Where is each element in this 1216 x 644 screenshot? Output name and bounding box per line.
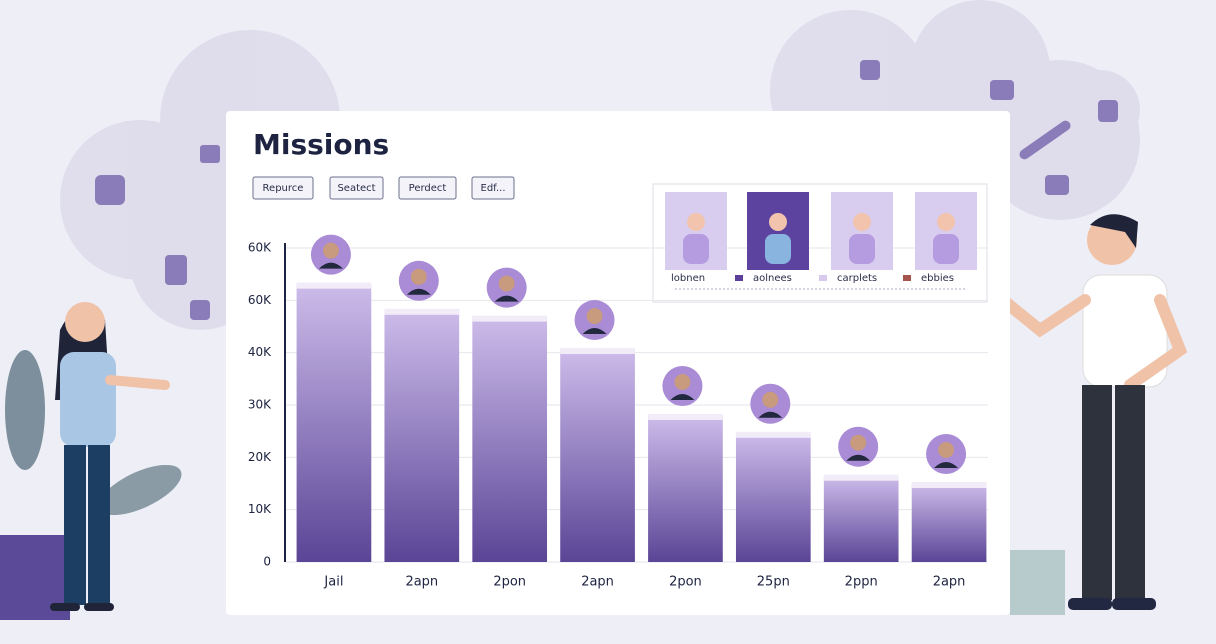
- legend-label: carplets: [837, 273, 877, 284]
- legend-avatar-body: [765, 234, 791, 264]
- y-tick-label: 30K: [248, 398, 272, 412]
- bar: [296, 284, 372, 562]
- bar-cap: [560, 348, 635, 355]
- y-tick-label: 60K: [248, 293, 272, 307]
- button[interactable]: [329, 176, 384, 200]
- bar-cap: [472, 315, 548, 322]
- bar-cap: [735, 431, 811, 438]
- x-tick-label: 2apn: [933, 575, 966, 590]
- button-label[interactable]: Edf...: [481, 183, 506, 194]
- plant: [0, 350, 182, 620]
- button-label[interactable]: Seatect: [337, 183, 375, 194]
- avatar-body: [758, 411, 783, 418]
- legend-swatch: [903, 275, 911, 281]
- icons: [95, 60, 1118, 320]
- x-tick-label: 2pon: [669, 575, 702, 590]
- y-tick-label: 40K: [248, 345, 272, 359]
- legend-label: aolnees: [753, 273, 792, 284]
- legend-label: lobnen: [671, 273, 705, 284]
- legend-swatch: [735, 275, 743, 281]
- button[interactable]: [471, 176, 515, 200]
- x-tick-label: 2ppn: [845, 575, 878, 590]
- avatar-body: [934, 462, 959, 469]
- avatar-body: [406, 288, 431, 295]
- y-tick-label: 0: [263, 555, 271, 569]
- avatar-body: [670, 393, 695, 400]
- y-tick-label: 60K: [248, 241, 272, 255]
- bar: [648, 415, 723, 562]
- x-tick-label: 2pon: [493, 575, 526, 590]
- bar: [472, 317, 548, 562]
- x-tick-label: Jail: [323, 575, 343, 590]
- bar: [823, 476, 899, 562]
- legend-avatar-body: [849, 234, 875, 264]
- avatar-body: [582, 328, 607, 335]
- legend-avatar-head: [687, 213, 705, 231]
- bar-cap: [648, 413, 723, 420]
- avatar-body: [318, 262, 343, 269]
- avatar-body: [846, 454, 871, 461]
- legend-avatar-head: [937, 213, 955, 231]
- bar-cap: [296, 282, 372, 289]
- bar: [735, 433, 811, 562]
- legend-avatar-head: [769, 213, 787, 231]
- avatar-face: [322, 242, 339, 259]
- legend-avatar-head: [853, 213, 871, 231]
- bar-cap: [823, 474, 899, 481]
- button-label[interactable]: Repurce: [263, 183, 304, 194]
- bar: [384, 310, 460, 562]
- avatar-face: [762, 391, 779, 408]
- avatar-body: [494, 295, 519, 302]
- y-tick-label: 10K: [248, 502, 272, 516]
- bar-cap: [911, 482, 987, 489]
- avatar-face: [498, 275, 515, 292]
- legend-label: ebbies: [921, 273, 954, 284]
- legend-avatar-body: [933, 234, 959, 264]
- avatar-face: [674, 373, 691, 390]
- x-tick-label: 2apn: [405, 575, 438, 590]
- button[interactable]: [252, 176, 314, 200]
- person-left: [50, 302, 170, 611]
- avatar-face: [410, 268, 427, 285]
- avatar-face: [938, 442, 955, 459]
- x-tick-label: 2apn: [581, 575, 614, 590]
- title: Missions: [253, 128, 389, 161]
- legend-avatar-body: [683, 234, 709, 264]
- bar: [560, 350, 635, 562]
- avatar-face: [586, 308, 603, 325]
- legend-swatch: [819, 275, 827, 281]
- bar-cap: [384, 308, 460, 315]
- y-tick-label: 20K: [248, 450, 272, 464]
- avatar-face: [850, 434, 867, 451]
- button-label[interactable]: Perdect: [409, 183, 447, 194]
- x-tick-label: 25pn: [757, 575, 790, 590]
- bar: [911, 484, 987, 562]
- button[interactable]: [398, 176, 457, 200]
- person-right: [997, 214, 1188, 615]
